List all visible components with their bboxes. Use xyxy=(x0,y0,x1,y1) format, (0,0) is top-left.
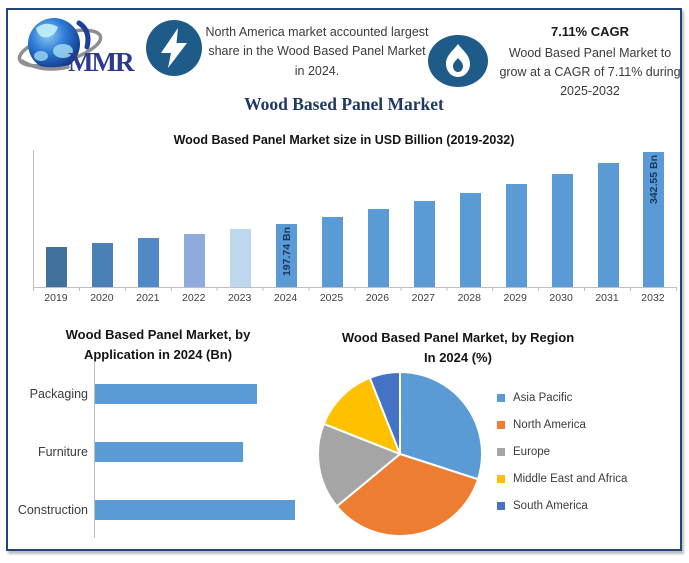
mmr-globe-logo-icon: MMR xyxy=(17,18,137,77)
pie-slice xyxy=(335,452,480,538)
bar xyxy=(459,193,481,287)
category-label: Packaging xyxy=(29,387,88,401)
bar xyxy=(551,174,573,287)
legend-item: North America xyxy=(497,418,627,431)
bar-slot: 342.55 Bn xyxy=(631,150,677,287)
bar-slot xyxy=(310,150,356,287)
bar-slot xyxy=(539,150,585,287)
x-axis-label: 2030 xyxy=(549,292,573,304)
bar xyxy=(505,184,527,287)
bar: 197.74 Bn xyxy=(276,224,298,287)
bar-slot: 197.74 Bn xyxy=(264,150,310,287)
x-axis-label: 2031 xyxy=(595,292,619,304)
pie-slice xyxy=(399,370,483,481)
bar xyxy=(92,243,114,287)
bar xyxy=(95,500,295,520)
region-chart-title-line1: Wood Based Panel Market, by Region xyxy=(341,330,575,345)
bar-slot xyxy=(585,150,631,287)
category-label: Construction xyxy=(17,503,88,517)
legend-label: Europe xyxy=(513,445,551,458)
legend-swatch xyxy=(497,501,505,510)
mmr-logo: MMR xyxy=(16,14,140,83)
application-chart-title-line1: Wood Based Panel Market, by xyxy=(65,327,251,342)
bar xyxy=(138,238,160,287)
bar xyxy=(230,229,252,287)
region-chart-title: Wood Based Panel Market, by Region In 20… xyxy=(308,328,608,367)
flame-badge xyxy=(426,33,490,94)
legend-label: North America xyxy=(513,418,586,431)
application-chart-axis xyxy=(94,362,95,538)
bar xyxy=(184,234,206,287)
bar-value-label: 197.74 Bn xyxy=(280,227,293,277)
x-axis-label: 2020 xyxy=(90,292,114,304)
bar-slot xyxy=(401,150,447,287)
bar xyxy=(95,384,257,404)
application-row: Construction xyxy=(8,500,308,520)
x-axis-ticks xyxy=(33,288,677,291)
pie-slice xyxy=(368,370,401,455)
x-axis-label: 2029 xyxy=(503,292,527,304)
bar xyxy=(597,163,619,287)
page-title: Wood Based Panel Market xyxy=(244,94,444,114)
lightning-badge xyxy=(145,19,203,82)
region-chart-title-line2: In 2024 (%) xyxy=(424,349,492,365)
bar-slot xyxy=(80,150,126,287)
bar-slot xyxy=(447,150,493,287)
bar-slot xyxy=(218,150,264,287)
legend-label: South America xyxy=(513,499,588,512)
header-note-right: 7.11% CAGR Wood Based Panel Market to gr… xyxy=(494,24,686,100)
legend-swatch xyxy=(497,393,505,402)
x-axis-label: 2028 xyxy=(457,292,481,304)
bar-slot xyxy=(34,150,80,287)
legend-swatch xyxy=(497,447,505,456)
cagr-title: 7.11% CAGR xyxy=(550,24,630,39)
x-axis-label: 2021 xyxy=(136,292,160,304)
pie-slice xyxy=(317,422,402,508)
bar xyxy=(321,217,343,287)
pie-legend: Asia Pacific North America Europe Middle Ea… xyxy=(497,391,627,526)
legend-label: Middle East and Africa xyxy=(513,472,628,485)
infographic-frame: MMR North America market accounted large… xyxy=(6,8,682,551)
cagr-text: Wood Based Panel Market to grow at a CAG… xyxy=(499,46,681,98)
pie-slice xyxy=(322,376,402,456)
x-axis-label: 2032 xyxy=(641,292,665,304)
x-axis-label: 2023 xyxy=(227,292,252,304)
flame-icon xyxy=(428,35,488,87)
bar-slot xyxy=(493,150,539,287)
x-axis-labels: 2019 2020 2021 2022 2023 2024 2025 2026 2027 2028… xyxy=(33,292,676,304)
legend-label: Asia Pacific xyxy=(513,391,573,404)
x-axis-label: 2027 xyxy=(411,292,436,304)
x-axis-label: 2026 xyxy=(365,292,390,304)
bar xyxy=(413,201,435,287)
x-axis-label: 2022 xyxy=(182,292,206,304)
bar xyxy=(46,247,68,287)
market-size-chart: 197.74 Bn 342.55 Bn xyxy=(33,150,677,288)
x-axis-label: 2025 xyxy=(319,292,344,304)
application-row: Furniture xyxy=(8,442,308,462)
x-axis-label: 2019 xyxy=(44,292,68,304)
category-label: Furniture xyxy=(37,445,88,459)
region-pie-chart xyxy=(317,370,483,538)
bar-slot xyxy=(172,150,218,287)
legend-swatch xyxy=(497,474,505,483)
legend-item: South America xyxy=(497,499,627,512)
bar-value-label: 342.55 Bn xyxy=(647,155,660,205)
lightning-bolt-icon xyxy=(146,20,202,76)
bar: 342.55 Bn xyxy=(643,152,665,287)
market-size-chart-title: Wood Based Panel Market size in USD Bill… xyxy=(173,133,515,147)
bar-slot xyxy=(355,150,401,287)
x-axis-label: 2024 xyxy=(273,292,298,304)
bar-slot xyxy=(126,150,172,287)
legend-item: Europe xyxy=(497,445,627,458)
header-note-left: North America market accounted largest s… xyxy=(205,25,429,78)
legend-item: Asia Pacific xyxy=(497,391,627,404)
svg-text:MMR: MMR xyxy=(68,47,135,77)
legend-item: Middle East and Africa xyxy=(497,472,627,485)
application-chart-title-line2: Application in 2024 (Bn) xyxy=(83,346,233,362)
application-chart-title: Wood Based Panel Market, by Application … xyxy=(26,325,290,364)
bar xyxy=(95,442,243,462)
application-row: Packaging xyxy=(8,384,308,404)
legend-swatch xyxy=(497,420,505,429)
bar xyxy=(367,209,389,287)
